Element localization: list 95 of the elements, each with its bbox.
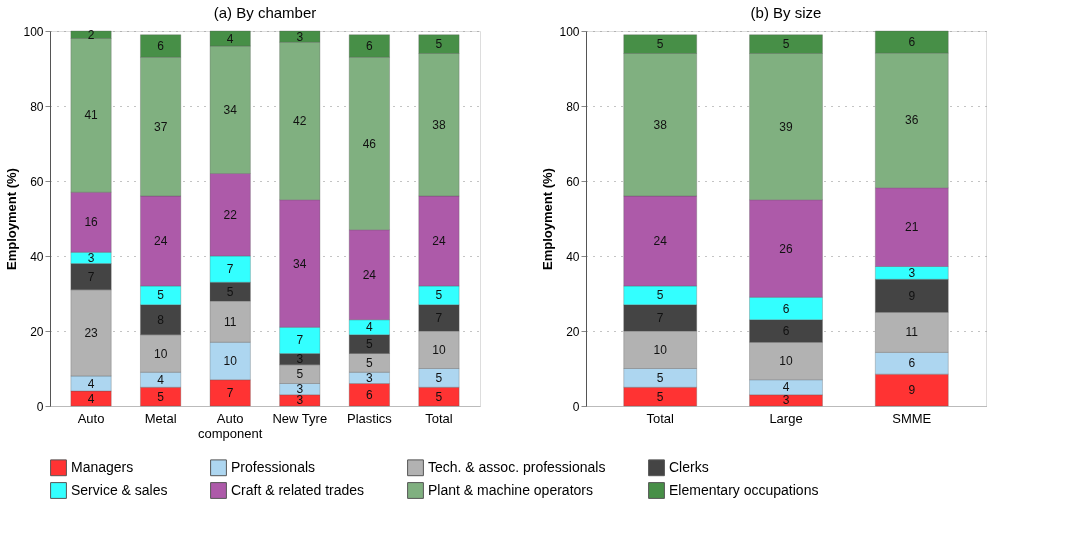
data-label: 34 xyxy=(223,102,238,117)
data-label: 3 xyxy=(908,265,916,280)
x-tick-label: Plastics xyxy=(346,410,393,426)
data-label: 4 xyxy=(87,376,95,391)
data-label: 42 xyxy=(293,114,307,128)
data-label: 16 xyxy=(84,215,99,230)
data-label: 24 xyxy=(362,267,377,282)
y-axis-title: Employment (%) xyxy=(540,168,556,270)
legend-label: Clerks xyxy=(669,458,709,475)
data-label: 5 xyxy=(656,288,664,303)
data-label: 21 xyxy=(905,220,919,235)
data-label: 3 xyxy=(782,393,790,408)
data-label: 22 xyxy=(223,207,238,222)
y-tick-label: 60 xyxy=(566,174,580,189)
data-label: 41 xyxy=(84,108,99,123)
data-label: 38 xyxy=(653,117,668,132)
data-label: 5 xyxy=(296,367,304,382)
data-label: 3 xyxy=(366,370,374,385)
data-label: 5 xyxy=(435,370,443,385)
y-tick-label: 20 xyxy=(566,324,580,339)
y-tick-label: 100 xyxy=(559,24,580,39)
x-tick-label: Auto component xyxy=(198,410,263,441)
data-label: 4 xyxy=(366,320,374,335)
x-tick-label: New Tyre xyxy=(272,410,328,426)
data-label: 10 xyxy=(153,346,168,361)
y-tick-label: 80 xyxy=(30,99,44,114)
y-tick-label: 60 xyxy=(30,174,44,189)
x-tick-label: Total xyxy=(646,410,675,426)
x-tick-label: Auto xyxy=(77,410,105,426)
data-label: 5 xyxy=(435,37,443,52)
y-tick-label: 80 xyxy=(566,99,580,114)
data-label: 5 xyxy=(435,389,443,404)
data-label: 4 xyxy=(226,31,234,46)
data-label: 6 xyxy=(366,39,374,53)
y-axis-title: Employment (%) xyxy=(4,168,20,270)
legend-label: Tech. & assoc. professionals xyxy=(428,458,606,475)
chart-title: (b) By size xyxy=(750,4,822,21)
legend-label: Managers xyxy=(71,458,134,475)
data-label: 5 xyxy=(366,355,374,370)
data-label: 46 xyxy=(362,136,377,151)
data-label: 5 xyxy=(782,37,790,52)
data-label: 6 xyxy=(157,39,165,53)
data-label: 36 xyxy=(905,113,919,128)
y-tick-label: 40 xyxy=(30,249,44,264)
data-label: 10 xyxy=(653,342,668,357)
data-label: 10 xyxy=(779,354,793,368)
data-label: 7 xyxy=(226,262,234,277)
data-label: 9 xyxy=(908,383,916,398)
data-label: 5 xyxy=(157,389,165,404)
data-label: 7 xyxy=(296,333,304,348)
x-tick-label: Total xyxy=(425,410,453,426)
data-label: 5 xyxy=(157,288,165,303)
data-label: 3 xyxy=(296,29,304,44)
data-label: 2 xyxy=(87,27,95,42)
x-tick-label: Metal xyxy=(144,410,177,426)
y-tick-label: 40 xyxy=(566,249,580,264)
data-label: 4 xyxy=(87,391,95,406)
data-label: 5 xyxy=(656,37,664,52)
data-label: 24 xyxy=(432,234,446,248)
data-label: 11 xyxy=(905,325,919,340)
x-tick-label: SMME xyxy=(892,410,932,426)
data-label: 37 xyxy=(153,119,168,134)
y-tick-label: 0 xyxy=(572,399,580,414)
legend-label: Plant & machine operators xyxy=(428,481,593,498)
legend-label: Service & sales xyxy=(71,481,168,498)
data-label: 26 xyxy=(779,241,793,256)
y-tick-label: 0 xyxy=(36,399,44,414)
legend-label: Professionals xyxy=(231,458,316,475)
y-tick-label: 20 xyxy=(30,324,44,339)
data-label: 34 xyxy=(293,256,307,271)
data-label: 39 xyxy=(779,119,793,134)
data-label: 6 xyxy=(366,387,374,402)
data-label: 7 xyxy=(226,385,234,400)
data-label: 4 xyxy=(157,372,165,387)
data-label: 5 xyxy=(656,389,664,404)
data-label: 10 xyxy=(432,342,446,357)
data-label: 4 xyxy=(782,380,790,395)
y-tick-label: 100 xyxy=(23,24,44,39)
data-label: 3 xyxy=(296,393,304,408)
data-label: 6 xyxy=(908,356,916,371)
data-label: 11 xyxy=(223,314,237,329)
data-label: 3 xyxy=(87,250,95,265)
legend-label: Elementary occupations xyxy=(669,481,819,498)
data-label: 6 xyxy=(782,301,790,316)
legend-label: Craft & related trades xyxy=(231,481,365,498)
data-label: 38 xyxy=(432,117,446,132)
data-label: 23 xyxy=(84,325,99,340)
data-label: 24 xyxy=(653,234,668,248)
data-label: 6 xyxy=(908,35,916,50)
data-label: 5 xyxy=(656,370,664,385)
data-label: 10 xyxy=(223,354,238,368)
data-label: 24 xyxy=(153,234,168,248)
chart-title: (a) By chamber xyxy=(213,4,317,21)
data-label: 5 xyxy=(435,288,443,303)
x-tick-label: Large xyxy=(769,410,803,426)
